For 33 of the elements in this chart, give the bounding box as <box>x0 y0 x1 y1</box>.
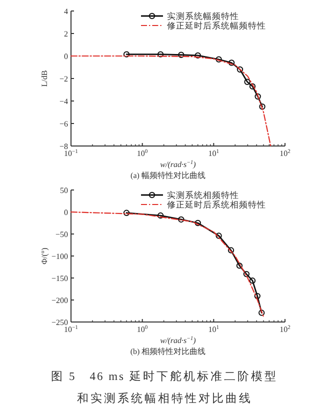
x-tick-label: 10$^{0}$ <box>136 149 148 158</box>
y-tick-label: 50 <box>60 186 68 195</box>
legend-label: 修正延时后系统相频特性 <box>167 200 266 210</box>
y-axis-title: Φ/(°) <box>40 247 49 264</box>
y-tick-label: −150 <box>51 274 68 283</box>
legend-label: 实测系统相频特性 <box>167 190 239 200</box>
text: (a) 幅频特性对比曲线 <box>130 171 206 180</box>
y-tick-label: 0 <box>64 208 68 217</box>
legend-label: 实测系统幅频特性 <box>167 11 239 21</box>
y-tick-label: 4 <box>64 7 68 16</box>
x-tick-label: 10$^{1}$ <box>208 325 220 334</box>
y-tick-label: −8 <box>59 142 68 151</box>
y-tick-label: −100 <box>51 252 68 261</box>
x-tick-label: 10$^{−1}$ <box>64 325 78 334</box>
y-axis-title: L/dB <box>40 70 49 87</box>
y-tick-label: −2 <box>59 74 68 84</box>
x-tick-label: 10$^{2}$ <box>280 149 291 158</box>
legend-label: 修正延时后系统幅频特性 <box>167 20 266 30</box>
y-tick-label: −6 <box>59 120 68 128</box>
y-tick-label: −200 <box>51 296 68 305</box>
x-tick-label: 10$^{−1}$ <box>64 149 78 158</box>
y-tick-label: −4 <box>59 97 68 106</box>
y-tick-label: −50 <box>55 230 68 239</box>
x-tick-label: 10$^{0}$ <box>136 325 148 334</box>
y-tick-label: 2 <box>64 30 68 38</box>
caption: 图 5 46 ms 延时下舵机标准二阶模型和实测系统幅相特性对比曲线 <box>50 369 279 407</box>
x-tick-label: 10$^{2}$ <box>280 325 291 334</box>
y-tick-label: 0 <box>64 52 68 61</box>
text: (b) 相频特性对比曲线 <box>130 347 206 356</box>
x-axis-title: w/(rad·s$^{−1}$) <box>160 160 196 169</box>
x-tick-label: 10$^{1}$ <box>208 149 220 158</box>
x-axis-title: w/(rad·s$^{−1}$) <box>160 336 196 345</box>
y-tick-label: −250 <box>51 318 68 327</box>
